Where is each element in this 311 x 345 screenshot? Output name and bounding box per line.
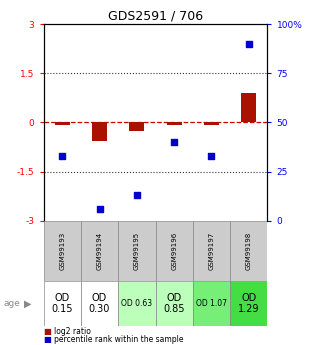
Text: GSM99196: GSM99196 (171, 232, 177, 270)
Bar (81, 221, 118, 281)
Text: GSM99193: GSM99193 (59, 232, 65, 270)
Bar (241, 93, 256, 122)
Bar (81, 281, 118, 326)
Bar (156, 221, 193, 281)
Bar (92, 122, 107, 140)
Text: OD 0.63: OD 0.63 (121, 299, 152, 308)
Title: GDS2591 / 706: GDS2591 / 706 (108, 10, 203, 23)
Text: OD 1.07: OD 1.07 (196, 299, 227, 308)
Point (60, 153, 65, 159)
Bar (204, 122, 219, 125)
Text: ▶: ▶ (24, 299, 32, 308)
Point (172, 139, 177, 145)
Text: log2 ratio: log2 ratio (54, 327, 91, 336)
Text: OD
0.85: OD 0.85 (163, 293, 185, 314)
Point (246, 41, 251, 47)
Bar (167, 122, 182, 125)
Bar (230, 281, 267, 326)
Point (134, 193, 139, 198)
Text: GSM99198: GSM99198 (246, 232, 252, 270)
Text: percentile rank within the sample: percentile rank within the sample (54, 335, 184, 344)
Point (209, 153, 214, 159)
Bar (230, 221, 267, 281)
Bar (118, 221, 156, 281)
Text: OD
1.29: OD 1.29 (238, 293, 260, 314)
Text: age: age (3, 299, 20, 308)
Text: ■: ■ (44, 335, 51, 344)
Bar (129, 122, 144, 131)
Text: GSM99195: GSM99195 (134, 232, 140, 270)
Bar (44, 221, 81, 281)
Bar (193, 221, 230, 281)
Bar (156, 281, 193, 326)
Point (97, 206, 102, 212)
Text: ■: ■ (44, 327, 51, 336)
Text: OD
0.30: OD 0.30 (89, 293, 110, 314)
Bar (55, 122, 70, 125)
Bar (193, 281, 230, 326)
Text: GSM99194: GSM99194 (96, 232, 103, 270)
Bar (118, 281, 156, 326)
Bar (44, 281, 81, 326)
Text: OD
0.15: OD 0.15 (51, 293, 73, 314)
Text: GSM99197: GSM99197 (208, 232, 215, 270)
